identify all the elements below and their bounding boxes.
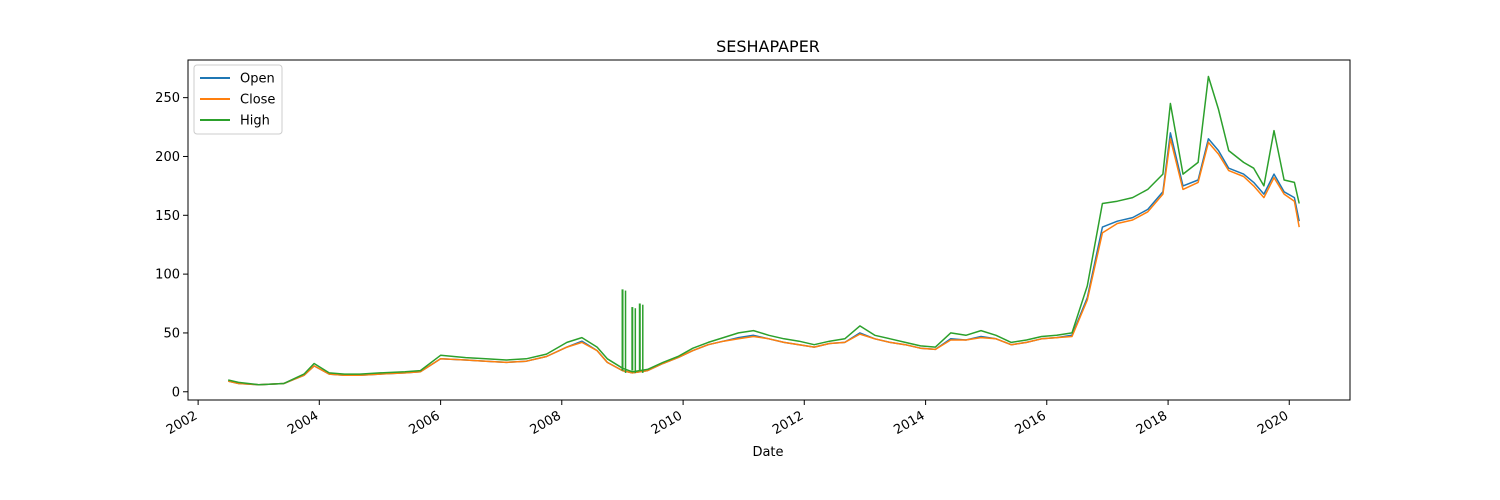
x-axis-label: Date bbox=[752, 445, 783, 460]
axes-frame bbox=[187, 59, 1351, 401]
y-tick-label: 200 bbox=[155, 150, 180, 165]
legend-label: High bbox=[240, 114, 270, 129]
y-tick-label: 0 bbox=[172, 385, 180, 400]
y-tick-label: 150 bbox=[155, 209, 180, 224]
legend-label: Open bbox=[240, 72, 275, 87]
plot-area bbox=[228, 75, 1300, 386]
chart-title: SESHAPAPER bbox=[716, 37, 820, 56]
legend-box bbox=[193, 64, 283, 135]
legend: Open Close High bbox=[193, 64, 283, 135]
series-line-high bbox=[228, 75, 1300, 386]
series-line-close bbox=[228, 138, 1300, 386]
y-axis: 0 50 100 150 200 250 bbox=[155, 91, 188, 400]
y-tick-label: 250 bbox=[155, 91, 180, 106]
y-tick-label: 50 bbox=[163, 326, 180, 341]
y-tick-label: 100 bbox=[155, 268, 180, 283]
legend-label: Close bbox=[240, 93, 275, 108]
